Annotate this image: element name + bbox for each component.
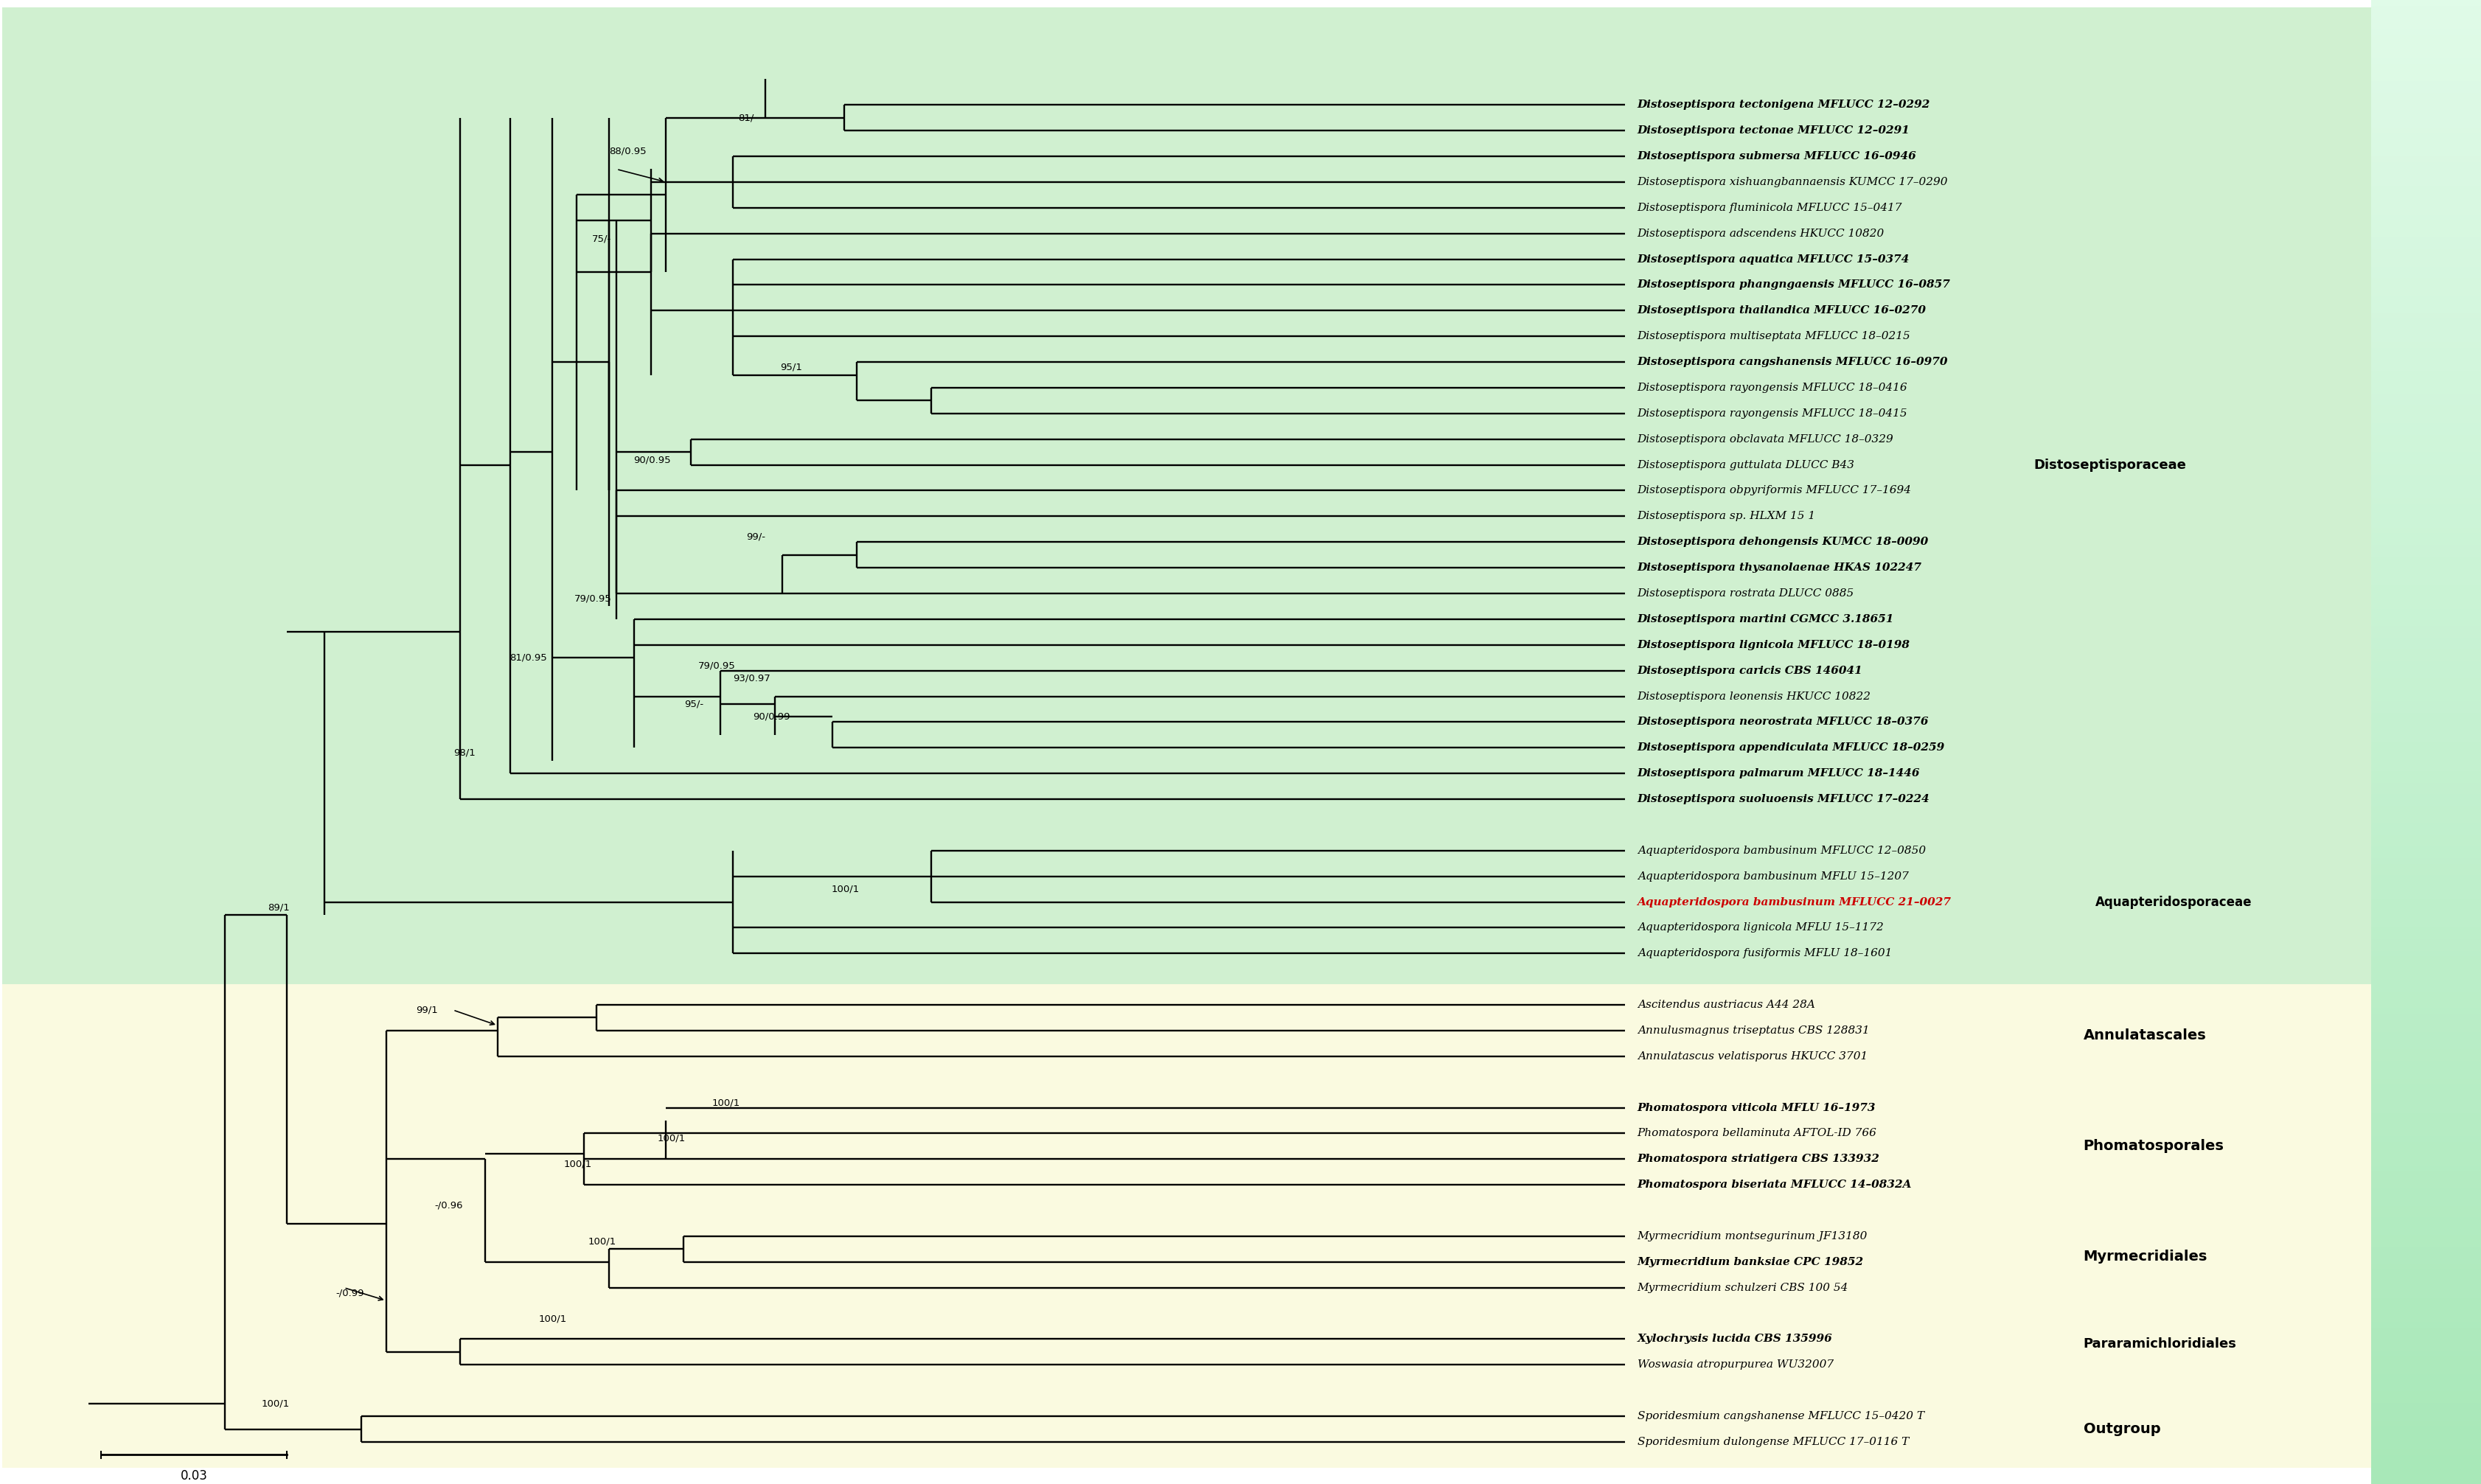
Text: Distoseptispora tectonae MFLUCC 12–0291: Distoseptispora tectonae MFLUCC 12–0291 [1637, 126, 1910, 135]
Text: 75/-: 75/- [593, 234, 610, 243]
Text: Distoseptispora leonensis HKUCC 10822: Distoseptispora leonensis HKUCC 10822 [1637, 692, 1871, 702]
Text: Sporidesmium cangshanense MFLUCC 15–0420 T: Sporidesmium cangshanense MFLUCC 15–0420… [1637, 1411, 1923, 1422]
Text: Distoseptispora lignicola MFLUCC 18–0198: Distoseptispora lignicola MFLUCC 18–0198 [1637, 640, 1910, 650]
Text: 90/0.99: 90/0.99 [752, 712, 789, 721]
Text: Outgroup: Outgroup [2082, 1422, 2161, 1437]
Text: 100/1: 100/1 [538, 1313, 566, 1324]
Text: 99/1: 99/1 [417, 1005, 439, 1015]
Text: Annulatascales: Annulatascales [2082, 1028, 2206, 1043]
Text: Distoseptispora rayongensis MFLUCC 18–0415: Distoseptispora rayongensis MFLUCC 18–04… [1637, 408, 1908, 418]
Text: Aquapteridospora bambusinum MFLUCC 12–0850: Aquapteridospora bambusinum MFLUCC 12–08… [1637, 846, 1925, 856]
Text: Distoseptispora thailandica MFLUCC 16–0270: Distoseptispora thailandica MFLUCC 16–02… [1637, 306, 1925, 316]
Text: Distoseptispora xishuangbannaensis KUMCC 17–0290: Distoseptispora xishuangbannaensis KUMCC… [1637, 177, 1948, 187]
Text: Distoseptispora sp. HLXM 15 1: Distoseptispora sp. HLXM 15 1 [1637, 510, 1816, 521]
Text: Pararamichloridiales: Pararamichloridiales [2082, 1337, 2235, 1350]
Text: Aquapteridosporaceae: Aquapteridosporaceae [2094, 895, 2253, 908]
Text: Distoseptispora obclavata MFLUCC 18–0329: Distoseptispora obclavata MFLUCC 18–0329 [1637, 433, 1893, 444]
Text: Distoseptispora rostrata DLUCC 0885: Distoseptispora rostrata DLUCC 0885 [1637, 588, 1853, 598]
Text: Annulusmagnus triseptatus CBS 128831: Annulusmagnus triseptatus CBS 128831 [1637, 1025, 1868, 1036]
Text: Distoseptispora multiseptata MFLUCC 18–0215: Distoseptispora multiseptata MFLUCC 18–0… [1637, 331, 1910, 341]
Text: 79/0.95: 79/0.95 [697, 660, 734, 671]
Text: Distoseptispora dehongensis KUMCC 18–0090: Distoseptispora dehongensis KUMCC 18–009… [1637, 537, 1928, 548]
Text: Distoseptispora rayongensis MFLUCC 18–0416: Distoseptispora rayongensis MFLUCC 18–04… [1637, 383, 1908, 393]
Text: Aquapteridospora bambusinum MFLU 15–1207: Aquapteridospora bambusinum MFLU 15–1207 [1637, 871, 1908, 881]
Text: Distoseptispora cangshanensis MFLUCC 16–0970: Distoseptispora cangshanensis MFLUCC 16–… [1637, 356, 1948, 367]
Text: 100/1: 100/1 [831, 884, 858, 893]
Text: Distoseptispora guttulata DLUCC B43: Distoseptispora guttulata DLUCC B43 [1637, 460, 1853, 470]
Bar [2, 984, 2374, 1468]
Text: 79/0.95: 79/0.95 [573, 594, 610, 604]
Text: Aquapteridospora fusiformis MFLU 18–1601: Aquapteridospora fusiformis MFLU 18–1601 [1637, 948, 1891, 959]
Text: Distoseptisporales: Distoseptisporales [2416, 479, 2431, 631]
Text: Aquapteridospora lignicola MFLU 15–1172: Aquapteridospora lignicola MFLU 15–1172 [1637, 923, 1883, 933]
Text: 81/0.95: 81/0.95 [509, 653, 546, 662]
Text: 99/-: 99/- [747, 533, 764, 542]
Text: Distoseptispora aquatica MFLUCC 15–0374: Distoseptispora aquatica MFLUCC 15–0374 [1637, 254, 1908, 264]
Text: Distoseptispora tectonigena MFLUCC 12–0292: Distoseptispora tectonigena MFLUCC 12–02… [1637, 99, 1930, 110]
Text: 0.03: 0.03 [181, 1469, 208, 1483]
Text: 100/1: 100/1 [657, 1134, 685, 1143]
Text: 90/0.95: 90/0.95 [633, 456, 670, 464]
Text: 100/1: 100/1 [261, 1398, 290, 1408]
Text: Distoseptispora submersa MFLUCC 16–0946: Distoseptispora submersa MFLUCC 16–0946 [1637, 151, 1915, 162]
Text: Distoseptispora fluminicola MFLUCC 15–0417: Distoseptispora fluminicola MFLUCC 15–04… [1637, 203, 1903, 212]
Text: 100/1: 100/1 [588, 1236, 615, 1247]
Text: Distoseptispora phangngaensis MFLUCC 16–0857: Distoseptispora phangngaensis MFLUCC 16–… [1637, 279, 1950, 289]
Text: Annulatascus velatisporus HKUCC 3701: Annulatascus velatisporus HKUCC 3701 [1637, 1051, 1868, 1061]
Text: -/0.96: -/0.96 [434, 1201, 464, 1209]
Text: Myrmecridium banksiae CPC 19852: Myrmecridium banksiae CPC 19852 [1637, 1257, 1863, 1267]
Text: 100/1: 100/1 [563, 1159, 590, 1169]
Text: 98/1: 98/1 [454, 748, 476, 758]
Text: Distoseptispora neorostrata MFLUCC 18–0376: Distoseptispora neorostrata MFLUCC 18–03… [1637, 717, 1928, 727]
Text: 81/-: 81/- [739, 113, 757, 123]
Text: 93/0.97: 93/0.97 [732, 674, 769, 683]
Text: Distoseptispora appendiculata MFLUCC 18–0259: Distoseptispora appendiculata MFLUCC 18–… [1637, 742, 1945, 752]
Text: Distoseptispora thysanolaenae HKAS 102247: Distoseptispora thysanolaenae HKAS 10224… [1637, 562, 1920, 573]
Text: Phomatosporales: Phomatosporales [2082, 1140, 2223, 1153]
Text: Sporidesmium dulongense MFLUCC 17–0116 T: Sporidesmium dulongense MFLUCC 17–0116 T [1637, 1437, 1908, 1447]
Text: Myrmecridium schulzeri CBS 100 54: Myrmecridium schulzeri CBS 100 54 [1637, 1282, 1848, 1293]
Text: Distoseptisporaceae: Distoseptisporaceae [2032, 459, 2186, 472]
Text: Phomatospora striatigera CBS 133932: Phomatospora striatigera CBS 133932 [1637, 1155, 1878, 1165]
Text: Distoseptispora obpyriformis MFLUCC 17–1694: Distoseptispora obpyriformis MFLUCC 17–1… [1637, 485, 1910, 496]
Text: 89/1: 89/1 [268, 902, 290, 913]
Text: Distoseptispora suoluoensis MFLUCC 17–0224: Distoseptispora suoluoensis MFLUCC 17–02… [1637, 794, 1930, 804]
Text: Distoseptispora palmarum MFLUCC 18–1446: Distoseptispora palmarum MFLUCC 18–1446 [1637, 769, 1920, 779]
Text: Distoseptispora adscendens HKUCC 10820: Distoseptispora adscendens HKUCC 10820 [1637, 229, 1883, 239]
Text: Distoseptispora martini CGMCC 3.18651: Distoseptispora martini CGMCC 3.18651 [1637, 614, 1893, 625]
Text: -/0.99: -/0.99 [335, 1288, 365, 1297]
Text: Distoseptispora caricis CBS 146041: Distoseptispora caricis CBS 146041 [1637, 665, 1863, 675]
Text: 88/0.95: 88/0.95 [608, 147, 645, 156]
Text: Xylochrysis lucida CBS 135996: Xylochrysis lucida CBS 135996 [1637, 1334, 1831, 1345]
Bar [2, 7, 2374, 984]
Text: 100/1: 100/1 [712, 1098, 739, 1107]
Text: Phomatospora bellaminuta AFTOL-ID 766: Phomatospora bellaminuta AFTOL-ID 766 [1637, 1128, 1876, 1138]
Text: Woswasia atropurpurea WU32007: Woswasia atropurpurea WU32007 [1637, 1359, 1833, 1370]
Text: Aquapteridospora bambusinum MFLUCC 21–0027: Aquapteridospora bambusinum MFLUCC 21–00… [1637, 896, 1950, 907]
Text: Phomatospora biseriata MFLUCC 14–0832A: Phomatospora biseriata MFLUCC 14–0832A [1637, 1180, 1910, 1190]
Text: 95/-: 95/- [685, 699, 702, 709]
Text: Myrmecridiales: Myrmecridiales [2082, 1250, 2206, 1264]
Text: Ascitendus austriacus A44 28A: Ascitendus austriacus A44 28A [1637, 1000, 1814, 1011]
Text: 95/1: 95/1 [779, 362, 801, 372]
Text: Phomatospora viticola MFLU 16–1973: Phomatospora viticola MFLU 16–1973 [1637, 1103, 1876, 1113]
Text: Myrmecridium montsegurinum JF13180: Myrmecridium montsegurinum JF13180 [1637, 1232, 1868, 1242]
